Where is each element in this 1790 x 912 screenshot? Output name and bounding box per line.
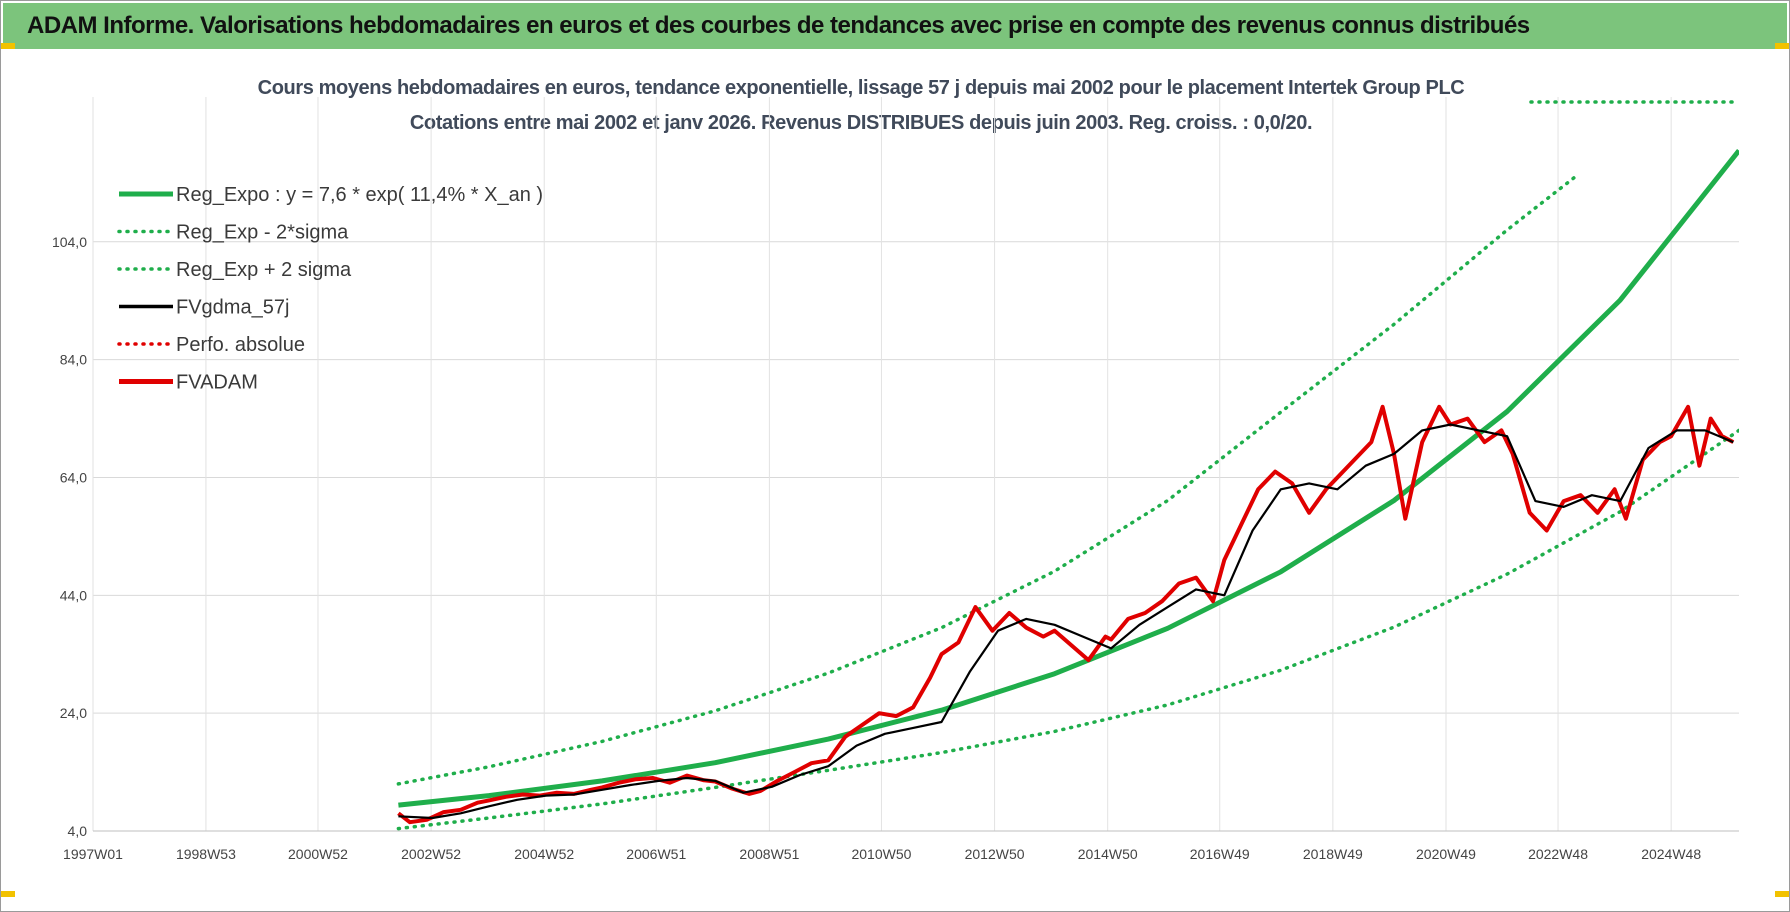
legend-label: FVADAM — [176, 372, 258, 394]
corner-marker-top-right — [1775, 43, 1789, 49]
report-banner: ADAM Informe. Valorisations hebdomadaire… — [3, 3, 1787, 49]
x-tick-label: 2012W50 — [965, 846, 1025, 862]
chart-subtitle: Cotations entre mai 2002 et janv 2026. R… — [409, 112, 1313, 134]
x-tick-label: 1998W53 — [176, 846, 236, 862]
y-tick-label: 44,0 — [60, 587, 87, 603]
x-tick-label: 2008W51 — [739, 846, 799, 862]
y-tick-label: 64,0 — [60, 469, 87, 485]
legend-label: Perfo. absolue — [176, 334, 305, 356]
corner-marker-top-left — [1, 43, 15, 49]
chart-title: Cours moyens hebdomadaires en euros, ten… — [257, 77, 1465, 99]
y-tick-label: 4,0 — [68, 823, 88, 839]
series-line — [396, 175, 1577, 786]
x-tick-label: 2022W48 — [1528, 846, 1588, 862]
y-tick-label: 24,0 — [60, 705, 87, 721]
series-line — [398, 423, 1734, 820]
corner-marker-bottom-right — [1775, 891, 1789, 897]
series-line — [396, 428, 1739, 831]
series-line — [397, 404, 1735, 825]
y-tick-label: 84,0 — [60, 352, 87, 368]
x-tick-label: 2006W51 — [626, 846, 686, 862]
legend-label: Reg_Expo : y = 7,6 * exp( 11,4% * X_an ) — [176, 184, 543, 206]
x-tick-label: 2014W50 — [1078, 846, 1138, 862]
x-tick-label: 2020W49 — [1416, 846, 1476, 862]
x-tick-label: 2024W48 — [1641, 846, 1701, 862]
legend-label: Reg_Exp + 2 sigma — [176, 259, 352, 281]
series-line — [398, 148, 1739, 808]
x-tick-label: 2004W52 — [514, 846, 574, 862]
x-tick-label: 2010W50 — [851, 846, 911, 862]
legend-label: FVgdma_57j — [176, 297, 289, 319]
x-tick-label: 2016W49 — [1190, 846, 1250, 862]
y-tick-label: 104,0 — [52, 234, 87, 250]
legend-label: Reg_Exp - 2*sigma — [176, 222, 349, 244]
x-tick-label: 2000W52 — [288, 846, 348, 862]
corner-marker-bottom-left — [1, 891, 15, 897]
x-tick-label: 2002W52 — [401, 846, 461, 862]
x-tick-label: 1997W01 — [63, 846, 123, 862]
banner-title: ADAM Informe. Valorisations hebdomadaire… — [27, 12, 1530, 39]
x-tick-label: 2018W49 — [1303, 846, 1363, 862]
